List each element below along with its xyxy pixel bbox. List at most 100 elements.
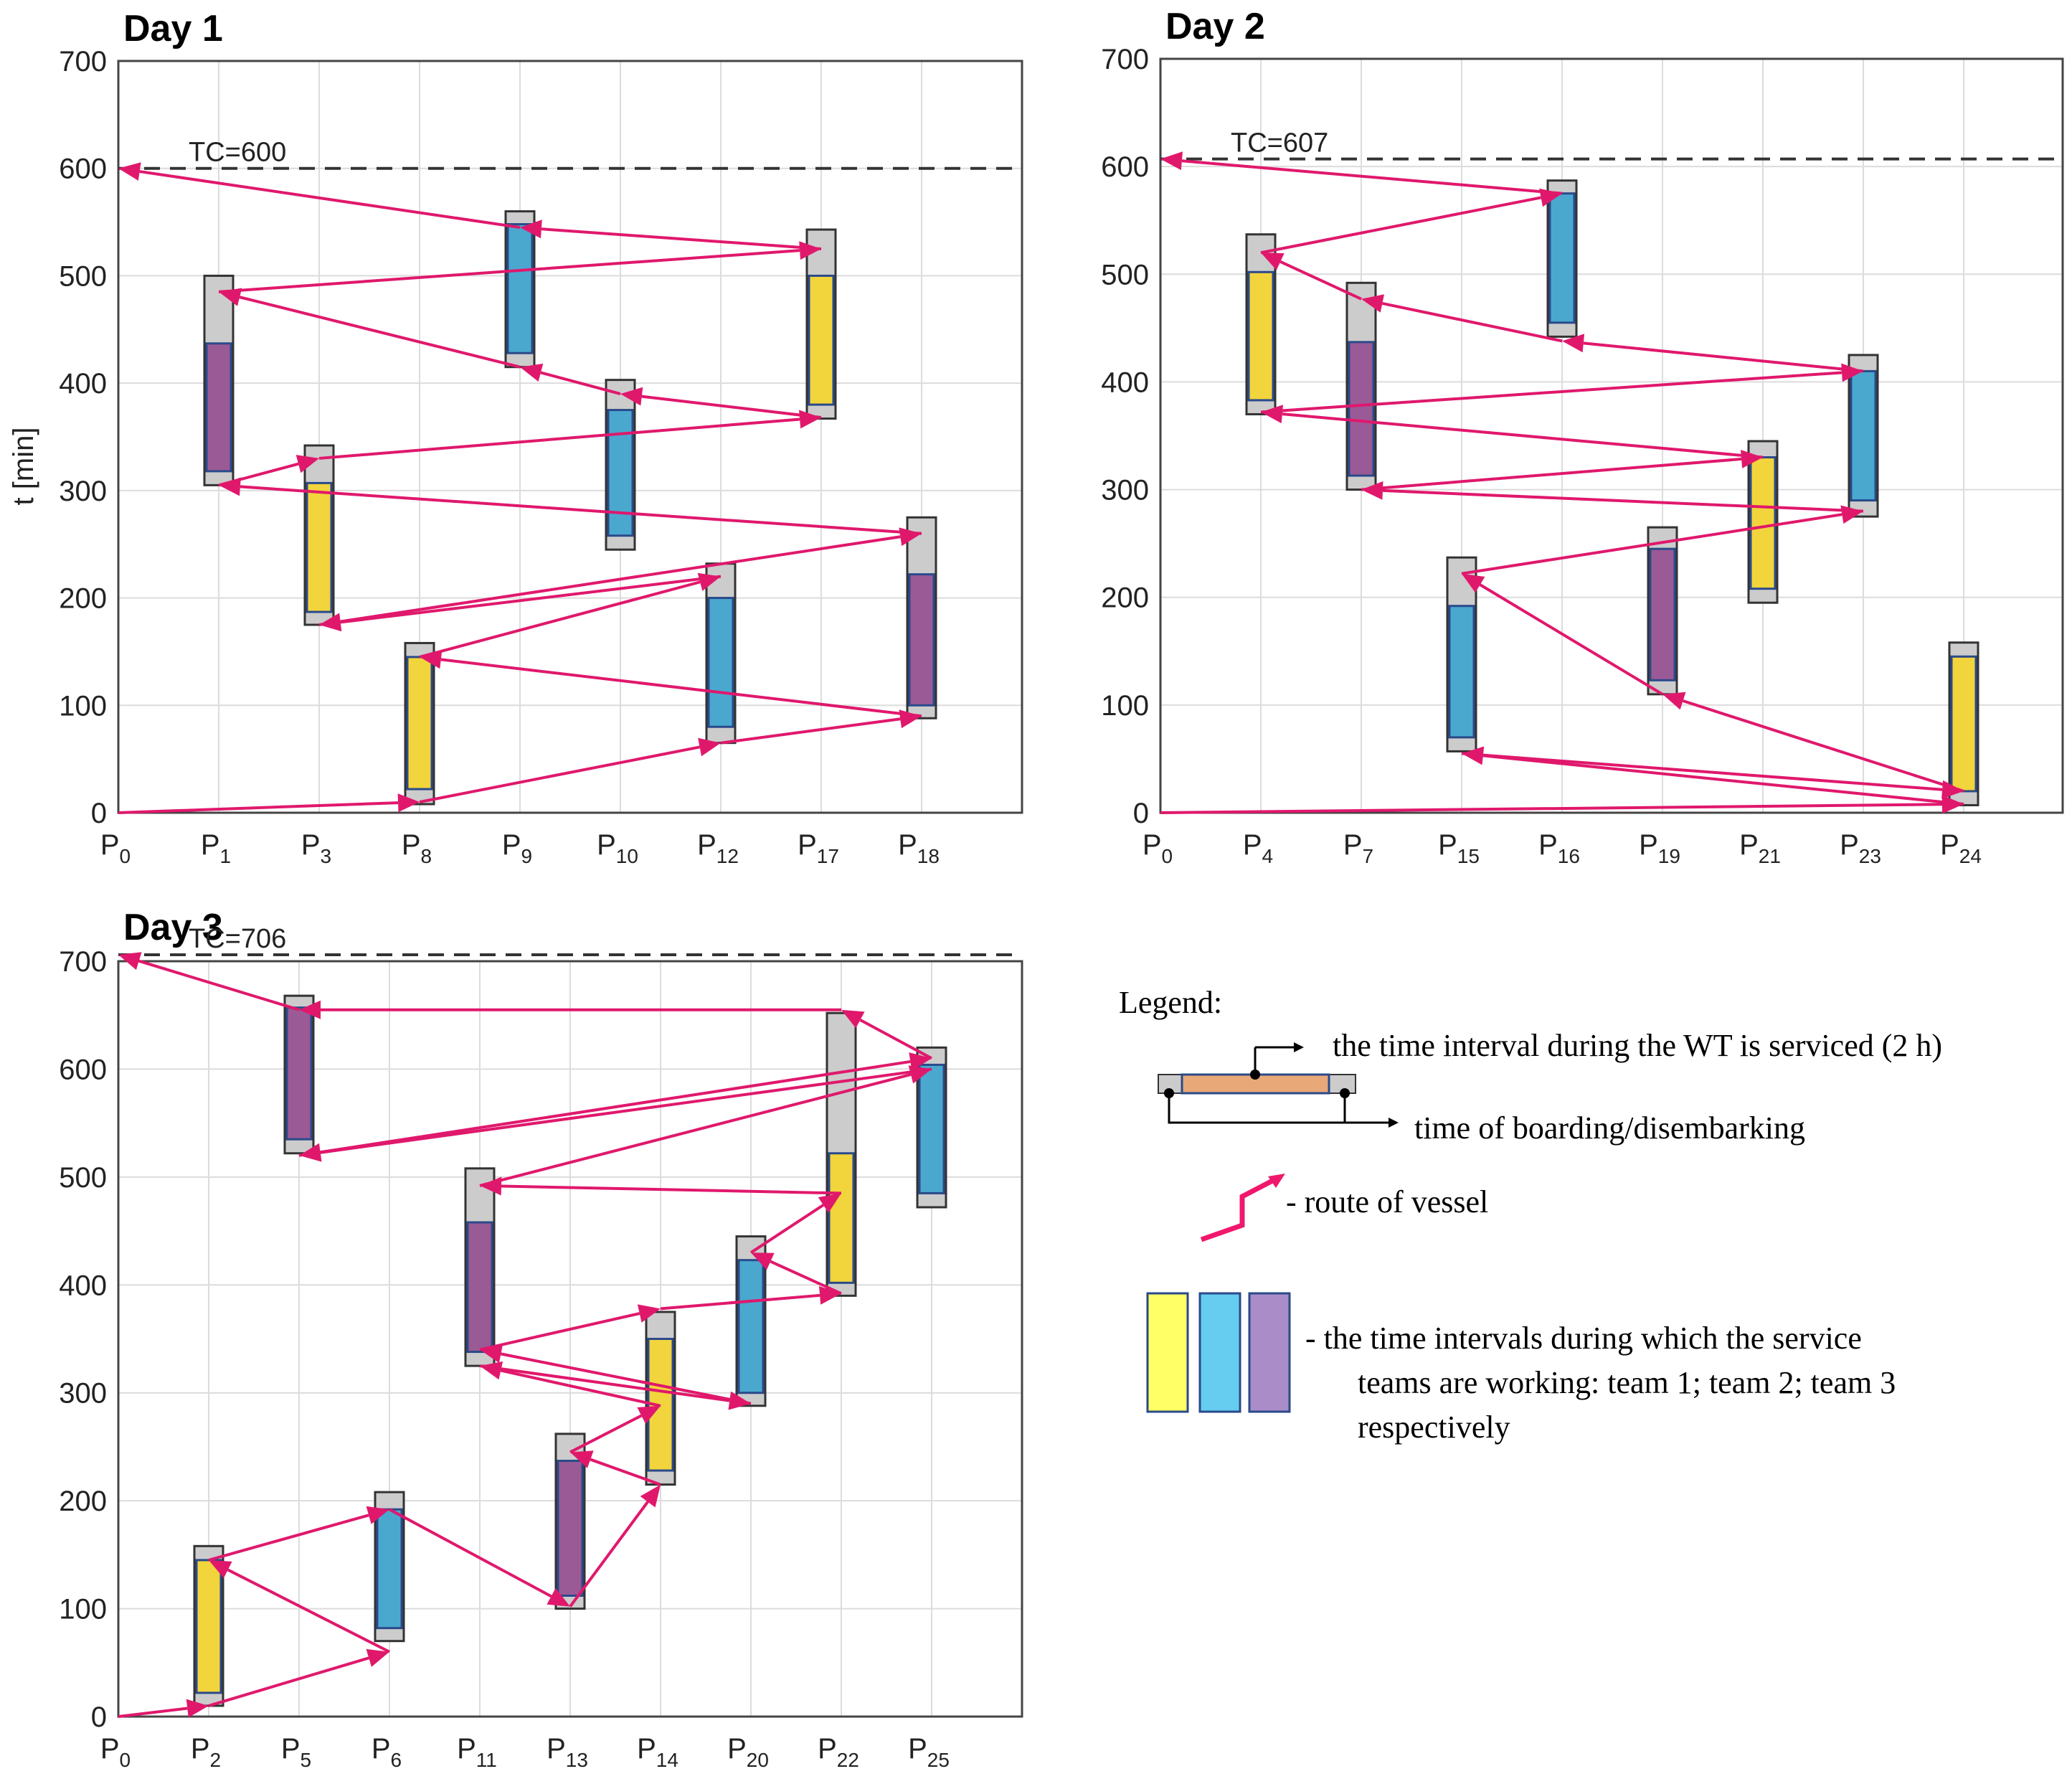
x-tick-label: P0 (100, 1733, 131, 1771)
y-tick-label: 100 (59, 1594, 107, 1625)
route-segment (240, 485, 922, 535)
y-tick-label: 200 (59, 1486, 107, 1517)
legend-route-arrowhead (1268, 1174, 1285, 1188)
y-tick-label: 500 (59, 260, 107, 292)
route-arrowhead (637, 1405, 661, 1424)
route-arrowhead (1662, 692, 1686, 710)
x-tick-label: P9 (502, 829, 532, 867)
y-tick-label: 0 (91, 798, 107, 829)
task-work-bar (506, 223, 534, 354)
route-segment (318, 417, 800, 460)
y-tick-label: 200 (1101, 582, 1149, 614)
route-segment (569, 1414, 643, 1454)
route-arrowhead (640, 1484, 661, 1508)
route-arrowhead (118, 162, 141, 181)
route-segment (479, 1072, 912, 1187)
y-tick-label: 500 (59, 1162, 107, 1194)
route-segment (218, 249, 800, 293)
y-tick-label: 700 (1101, 44, 1149, 75)
day-3-panel: Day 3 0 100 200 300 400 500 600 700 P0 P2 P5 P6 P11 P… (59, 907, 1023, 1771)
y-tick-label: 600 (59, 154, 107, 185)
route-arrowhead (1160, 151, 1183, 171)
day-1-panel: Day 1 t [min] 0 100 200 300 400 500 600 700 P0 P1… (8, 8, 1023, 867)
route-arrowhead (118, 952, 142, 971)
x-tick-label: P0 (1143, 829, 1173, 867)
x-tick-label: P6 (372, 1733, 402, 1771)
x-tick-label: P25 (908, 1733, 950, 1771)
route-segment (218, 462, 299, 487)
y-tick-label: 0 (91, 1702, 107, 1733)
x-tick-label: P2 (191, 1733, 221, 1771)
route-arrowhead (841, 1009, 865, 1029)
task-work-bar (1850, 369, 1877, 502)
route-segment (1160, 803, 1943, 814)
legend-boarding-bracket-left (1168, 1093, 1395, 1124)
y-tick-label: 500 (1101, 259, 1149, 291)
route-segment (500, 1369, 661, 1407)
x-tick-label: P18 (898, 829, 940, 867)
task-work-bar (1247, 270, 1274, 402)
route-segment (540, 371, 621, 396)
route-arrowhead (209, 1559, 232, 1578)
legend-teams-line-3: respectively (1358, 1410, 1510, 1445)
task-work-bar (205, 342, 232, 473)
y-tick-label: 600 (1101, 151, 1149, 183)
x-tick-label: P5 (281, 1733, 311, 1771)
route-segment (1461, 513, 1842, 575)
task-work-bar (195, 1559, 222, 1694)
legend-team-2-swatch (1198, 1292, 1241, 1413)
route-arrowhead (751, 1252, 775, 1270)
legend-teams-line-1: - the time intervals during which the se… (1305, 1321, 1862, 1356)
route-arrowhead (1261, 405, 1283, 424)
route-segment (1279, 260, 1362, 301)
route-arrowhead (186, 1699, 209, 1718)
route-arrowhead (637, 1304, 661, 1323)
day-1-title: Day 1 (123, 8, 223, 49)
x-tick-label: P22 (818, 1733, 859, 1771)
route-segment (501, 1352, 752, 1405)
route-arrowhead (909, 1052, 932, 1071)
legend-teams-line-2: teams are working: team 1; team 2; team … (1358, 1365, 1896, 1400)
route-segment (1181, 159, 1563, 195)
day-3-title: Day 3 (123, 907, 223, 948)
x-tick-label: P17 (798, 829, 839, 867)
legend-service-text: the time interval during the WT is servi… (1333, 1028, 1942, 1063)
route-arrowhead (818, 1193, 841, 1213)
task-work-bar (707, 597, 734, 728)
x-tick-label: P3 (301, 829, 331, 867)
task-work-bar (1448, 605, 1475, 739)
route-arrowhead (1261, 253, 1285, 270)
route-arrowhead (520, 220, 542, 239)
x-tick-label: P16 (1538, 829, 1580, 867)
route-segment (239, 296, 521, 369)
route-segment (859, 1019, 932, 1060)
y-tick-label: 0 (1133, 798, 1149, 829)
route-segment (641, 395, 822, 420)
route-segment (118, 1707, 188, 1718)
legend-route-line (1200, 1176, 1278, 1242)
plot-area (1160, 59, 2063, 813)
x-tick-label: P7 (1343, 829, 1373, 867)
task-work-bar (918, 1063, 945, 1194)
route-segment (298, 1059, 911, 1157)
legend-team-3-swatch (1248, 1292, 1291, 1413)
y-tick-label: 200 (59, 583, 107, 615)
route-segment (770, 1260, 842, 1295)
route-arrowhead (698, 737, 721, 757)
x-tick-label: P0 (100, 829, 131, 867)
route-segment (440, 658, 922, 718)
y-tick-label: 100 (59, 690, 107, 722)
route-arrowhead (570, 1450, 594, 1468)
route-segment (749, 1204, 825, 1254)
x-tick-label: P4 (1243, 829, 1273, 867)
route-segment (1482, 754, 1964, 806)
route-arrowhead (520, 363, 544, 382)
route-arrowhead (420, 650, 443, 669)
route-segment (1282, 412, 1764, 459)
y-tick-label: 600 (59, 1054, 107, 1085)
route-segment (1682, 699, 1964, 793)
y-tick-label: 400 (59, 1270, 107, 1301)
task-work-bar (828, 1152, 855, 1284)
route-arrowhead (620, 387, 643, 406)
